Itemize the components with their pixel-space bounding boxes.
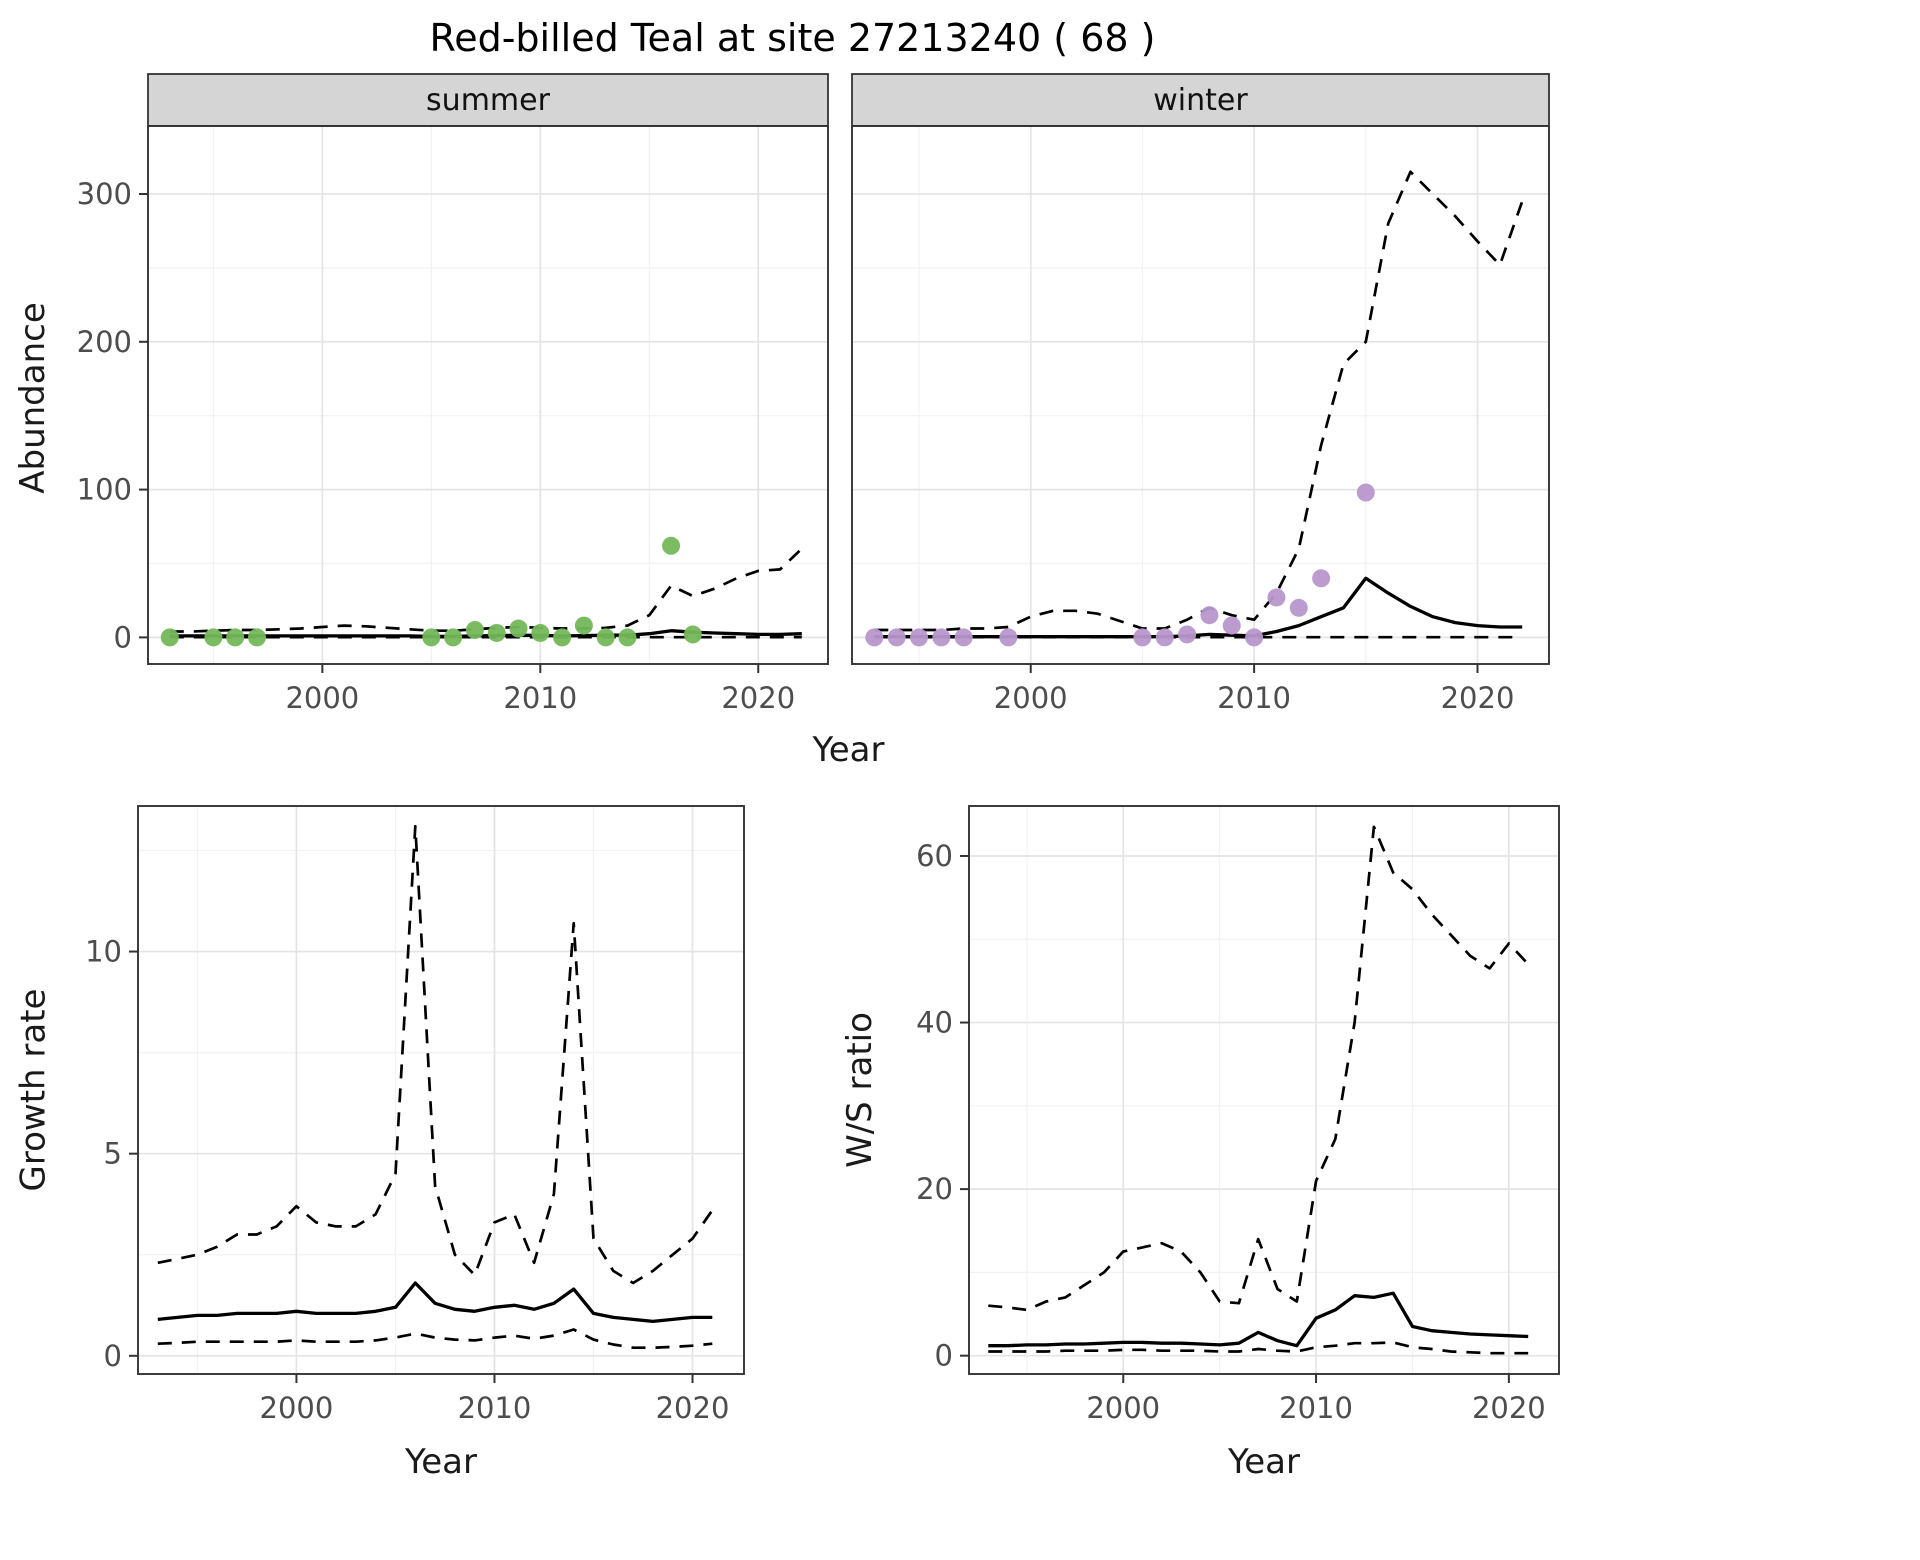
growth-rate-chart: Growth rate 2000 2010 2020 0 5 10 Year bbox=[10, 790, 762, 1482]
ws-axis-title-column: W/S ratio bbox=[837, 1012, 883, 1168]
svg-text:2020: 2020 bbox=[1441, 681, 1515, 715]
chart-title: Red-billed Teal at site 27213240 ( 68 ) bbox=[429, 16, 1156, 60]
svg-text:2000: 2000 bbox=[1086, 1391, 1160, 1425]
svg-text:2010: 2010 bbox=[1279, 1391, 1353, 1425]
growth-x-axis-title: Year bbox=[405, 1442, 477, 1482]
svg-text:2010: 2010 bbox=[503, 681, 577, 715]
svg-text:40: 40 bbox=[916, 1006, 953, 1040]
abundance-axis-title: Abundance bbox=[13, 302, 54, 494]
growth-axis-title: Growth rate bbox=[13, 988, 53, 1192]
svg-text:summer: summer bbox=[426, 83, 551, 118]
ws-x-axis-title: Year bbox=[1228, 1442, 1300, 1482]
ws-axis-title: W/S ratio bbox=[840, 1012, 881, 1168]
svg-text:200: 200 bbox=[77, 325, 132, 359]
svg-text:2000: 2000 bbox=[260, 1391, 334, 1425]
growth-axis-title-column: Growth rate bbox=[10, 989, 56, 1192]
abundance-facet-row: Abundance 2000 2010 2020 0 100 200 300 summer 2… bbox=[10, 68, 1575, 728]
svg-text:20: 20 bbox=[916, 1172, 953, 1206]
svg-text:100: 100 bbox=[77, 473, 132, 507]
svg-text:0: 0 bbox=[104, 1339, 122, 1373]
ws-ratio-panel: 2000 2010 2020 0 20 40 60 bbox=[916, 805, 1560, 1425]
abundance-x-axis-title: Year bbox=[812, 730, 885, 770]
abundance-summer-panel: 2000 2010 2020 0 100 200 300 summer bbox=[77, 73, 829, 715]
svg-text:60: 60 bbox=[916, 839, 953, 873]
svg-text:2010: 2010 bbox=[1217, 681, 1291, 715]
ws-ratio-chart: W/S ratio 2000 2010 2020 0 20 40 60 Year bbox=[837, 790, 1575, 1482]
abundance-axis-title-column: Abundance bbox=[10, 68, 56, 728]
svg-text:2020: 2020 bbox=[1472, 1391, 1546, 1425]
svg-text:2010: 2010 bbox=[458, 1391, 532, 1425]
svg-text:5: 5 bbox=[104, 1137, 122, 1171]
svg-text:winter: winter bbox=[1153, 83, 1248, 118]
svg-text:0: 0 bbox=[935, 1339, 953, 1373]
growth-rate-panel: 2000 2010 2020 0 5 10 bbox=[85, 805, 745, 1425]
svg-text:0: 0 bbox=[114, 620, 132, 654]
svg-text:2000: 2000 bbox=[285, 681, 359, 715]
figure: Red-billed Teal at site 27213240 ( 68 ) … bbox=[10, 16, 1575, 1482]
svg-text:2000: 2000 bbox=[994, 681, 1068, 715]
svg-text:300: 300 bbox=[77, 177, 132, 211]
svg-text:2020: 2020 bbox=[721, 681, 795, 715]
abundance-winter-panel: 2000 2010 2020 winter bbox=[851, 73, 1550, 715]
bottom-chart-row: Growth rate 2000 2010 2020 0 5 10 Year W/S ra… bbox=[10, 790, 1575, 1482]
svg-text:10: 10 bbox=[85, 935, 122, 969]
svg-text:2020: 2020 bbox=[656, 1391, 730, 1425]
